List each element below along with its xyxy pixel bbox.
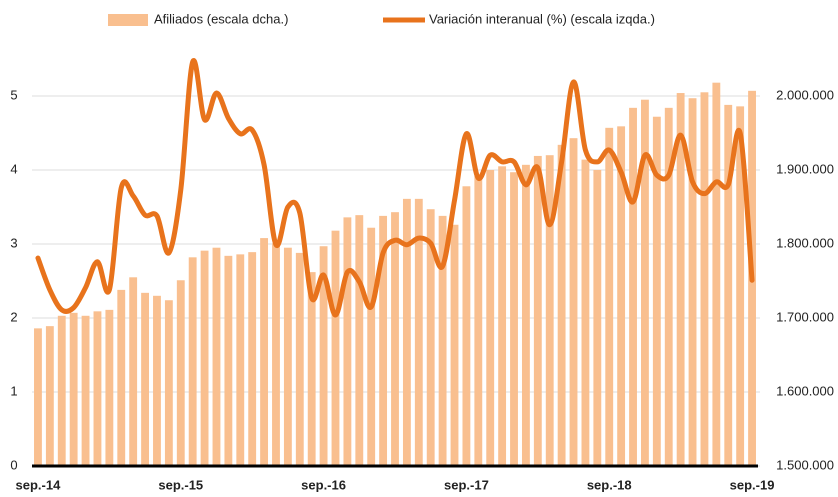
x-tick-label: sep.-16 <box>301 477 346 492</box>
bar <box>521 164 530 466</box>
bar <box>486 170 495 466</box>
bar <box>402 198 411 467</box>
y2-tick-label: 1.800.000 <box>776 235 834 250</box>
bar <box>545 155 554 466</box>
y2-tick-label: 1.700.000 <box>776 309 834 324</box>
y-tick-label: 4 <box>10 161 17 176</box>
x-tick-label: sep.-17 <box>444 477 489 492</box>
bar <box>641 99 649 466</box>
bar <box>688 98 697 466</box>
x-tick-label: sep.-18 <box>587 477 632 492</box>
bar <box>343 217 352 466</box>
bar <box>319 246 328 466</box>
bar <box>69 312 78 466</box>
bar <box>736 106 745 467</box>
y2-tick-label: 1.500.000 <box>776 457 834 472</box>
y2-tick-label: 1.600.000 <box>776 383 834 398</box>
y-tick-label: 2 <box>10 309 17 324</box>
bar <box>188 257 197 466</box>
bar <box>593 170 602 466</box>
bar <box>57 315 66 466</box>
x-tick-label: sep.-19 <box>730 477 775 492</box>
x-tick-label: sep.-14 <box>16 477 62 492</box>
bar <box>379 215 388 466</box>
y2-tick-label: 2.000.000 <box>776 87 834 102</box>
bar <box>700 92 709 467</box>
legend-label: Afiliados (escala dcha.) <box>154 11 288 26</box>
bar <box>581 159 590 466</box>
bar <box>307 272 316 466</box>
bar <box>676 93 685 466</box>
bar <box>236 254 245 466</box>
y-tick-label: 5 <box>10 87 17 102</box>
bar <box>462 186 471 466</box>
bar <box>664 107 673 466</box>
y2-tick-label: 1.900.000 <box>776 161 834 176</box>
legend-label: Variación interanual (%) (escala izqda.) <box>429 11 655 26</box>
bar <box>34 328 42 466</box>
bar <box>248 252 257 466</box>
bar <box>367 227 376 466</box>
bar <box>117 289 126 466</box>
bar <box>212 247 221 466</box>
bar <box>557 144 566 466</box>
y-tick-label: 0 <box>10 457 17 472</box>
bar <box>414 198 423 467</box>
bar <box>260 238 269 466</box>
bar <box>510 172 518 466</box>
bar <box>105 309 114 466</box>
bar <box>272 243 280 466</box>
bar <box>533 155 542 466</box>
bar <box>153 295 161 466</box>
bar <box>93 311 102 466</box>
bar <box>295 252 304 466</box>
bar <box>129 277 138 466</box>
bar <box>569 138 578 466</box>
bar <box>331 230 340 466</box>
bar <box>141 292 149 466</box>
bar <box>45 326 54 466</box>
bar <box>283 247 292 466</box>
y-tick-label: 1 <box>10 383 17 398</box>
bar <box>438 215 447 466</box>
bar <box>605 127 614 466</box>
bar <box>498 166 507 467</box>
x-tick-label: sep.-15 <box>158 477 203 492</box>
bar <box>224 255 233 466</box>
bar <box>712 82 721 467</box>
bar <box>176 280 185 466</box>
bar <box>164 300 173 466</box>
bar <box>724 104 733 466</box>
bar <box>391 212 399 466</box>
line <box>35 58 755 318</box>
legend-swatch <box>108 14 148 26</box>
bar <box>450 224 459 466</box>
bar <box>629 107 637 466</box>
bar <box>426 209 435 466</box>
bar <box>200 250 209 466</box>
bar <box>81 315 90 466</box>
bar <box>652 116 661 466</box>
bar <box>355 215 364 466</box>
y-tick-label: 3 <box>10 235 17 250</box>
bar <box>617 126 626 466</box>
bar <box>474 175 483 467</box>
